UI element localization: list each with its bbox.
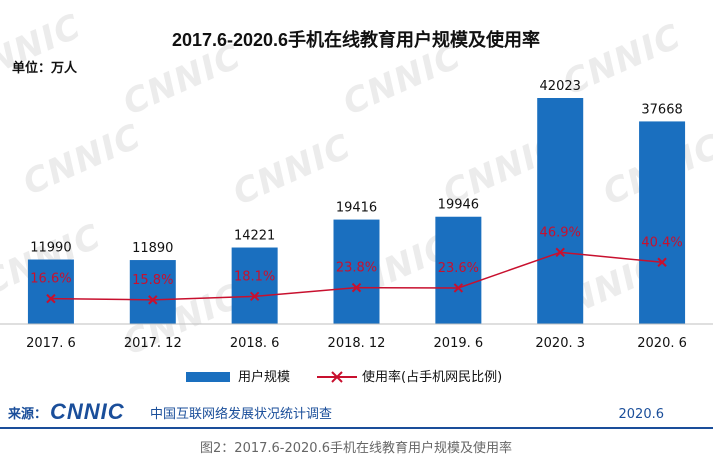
legend-bar-label: 用户规模 xyxy=(238,369,290,385)
bar-value-label: 11890 xyxy=(132,241,173,256)
x-tick-label: 2017. 12 xyxy=(124,336,182,351)
rate-value-label: 40.4% xyxy=(641,235,682,250)
bar-series xyxy=(27,98,686,324)
rate-value-label: 16.6% xyxy=(30,272,71,287)
cnnic-logo: CNNIC xyxy=(50,399,125,424)
bar-value-label: 19946 xyxy=(438,198,479,213)
rate-value-label: 23.8% xyxy=(336,261,377,276)
x-tick-label: 2018. 6 xyxy=(230,336,280,351)
rate-marker xyxy=(657,257,667,267)
source-prefix: 来源： xyxy=(7,406,47,422)
bar-value-labels: 11990 11890 14221 19416 19946 42023 37668 xyxy=(30,79,683,256)
bar xyxy=(333,219,380,324)
legend: 用户规模 使用率(占手机网民比例) xyxy=(186,369,502,385)
chart-title: 2017.6-2020.6手机在线教育用户规模及使用率 xyxy=(172,29,540,50)
bar xyxy=(129,260,176,324)
unit-label: 单位：万人 xyxy=(12,60,78,76)
rate-marker xyxy=(148,295,158,305)
x-tick-label: 2017. 6 xyxy=(26,336,76,351)
bar-value-label: 42023 xyxy=(540,79,581,94)
x-tick-label: 2019. 6 xyxy=(434,336,484,351)
rate-marker xyxy=(46,293,56,304)
bar xyxy=(639,121,686,324)
bar-value-label: 37668 xyxy=(641,102,682,117)
x-tick-label: 2018. 12 xyxy=(328,336,386,351)
rate-marker xyxy=(351,282,362,293)
bar xyxy=(27,259,74,324)
legend-line-marker xyxy=(331,371,343,383)
rate-value-label: 46.9% xyxy=(540,225,581,240)
legend-bar-swatch xyxy=(186,372,230,382)
x-tick-label: 2020. 3 xyxy=(535,336,585,351)
rate-markers xyxy=(46,247,667,305)
bar xyxy=(231,247,278,324)
source-org: 中国互联网络发展状况统计调查 xyxy=(150,406,332,422)
rate-marker xyxy=(249,291,260,302)
figure-caption: 图2：2017.6-2020.6手机在线教育用户规模及使用率 xyxy=(200,440,512,456)
bar-value-label: 19416 xyxy=(336,201,377,216)
source-footer: 来源： CNNIC 中国互联网络发展状况统计调查 2020.6 xyxy=(0,399,713,429)
bar xyxy=(435,216,482,324)
source-date: 2020.6 xyxy=(619,407,665,422)
x-tick-label: 2020. 6 xyxy=(637,336,687,351)
rate-value-label: 18.1% xyxy=(234,269,275,284)
bar-value-label: 11990 xyxy=(30,241,71,256)
bar xyxy=(537,98,584,324)
rate-value-label: 23.6% xyxy=(438,261,479,276)
x-tick-labels: 2017. 6 2017. 12 2018. 6 2018. 12 2019. 6 202… xyxy=(26,336,687,351)
rate-value-label: 15.8% xyxy=(132,273,173,288)
rate-value-labels: 16.6% 15.8% 18.1% 23.8% 23.6% 46.9% 40.4% xyxy=(30,225,682,288)
rate-marker xyxy=(453,283,464,293)
legend-line-label: 使用率(占手机网民比例) xyxy=(362,369,502,385)
bar-value-label: 14221 xyxy=(234,229,275,244)
rate-marker xyxy=(555,247,565,258)
